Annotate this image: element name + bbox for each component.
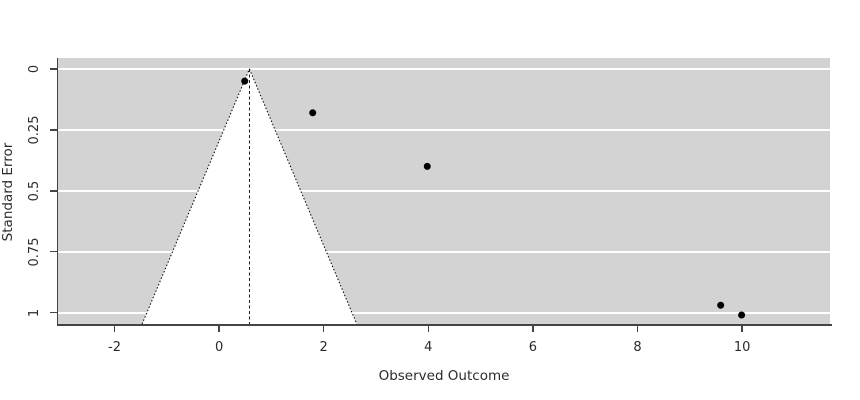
- gridline: [58, 67, 830, 70]
- y-tick-label: 1: [27, 308, 42, 317]
- y-tick-label: 0.5: [27, 180, 42, 202]
- plot-area: [58, 58, 830, 324]
- y-axis: 0 0.25 0.5 0.75 1: [0, 58, 58, 324]
- x-tick-label: 10: [733, 339, 751, 355]
- x-tick-label: 8: [633, 339, 642, 355]
- y-axis-title: Standard Error: [0, 142, 16, 242]
- gridline: [58, 128, 830, 131]
- x-tick-mark: [218, 325, 220, 332]
- gridline: [58, 189, 830, 192]
- x-tick-label: -2: [108, 339, 121, 355]
- y-tick-label: 0.25: [27, 115, 42, 145]
- x-tick-label: 0: [214, 339, 224, 355]
- x-tick-mark: [322, 325, 325, 332]
- y-tick-label: 0: [27, 64, 42, 74]
- y-tick-mark: [50, 129, 57, 131]
- gridline: [58, 311, 830, 314]
- funnel-border-right: [248, 68, 358, 324]
- y-tick-mark: [50, 311, 57, 314]
- x-tick-mark: [532, 325, 534, 332]
- funnel-border-left: [141, 68, 250, 324]
- y-tick-mark: [50, 190, 57, 192]
- y-tick-mark: [50, 250, 57, 253]
- data-point: [241, 77, 249, 85]
- y-axis-line: [56, 58, 58, 326]
- data-point: [309, 109, 317, 117]
- data-point: [717, 301, 725, 309]
- x-tick-mark: [636, 325, 639, 332]
- y-tick-mark: [50, 68, 57, 70]
- funnel-overlay: [141, 68, 746, 324]
- x-axis: -2 0 2 4 6 8 10: [58, 325, 830, 366]
- x-tick-label: 6: [528, 339, 538, 355]
- gridline: [58, 250, 830, 253]
- x-tick-mark: [427, 325, 430, 332]
- data-point: [738, 311, 746, 319]
- x-tick-label: 2: [319, 339, 328, 355]
- x-axis-line: [56, 324, 832, 326]
- x-tick-mark: [113, 325, 116, 332]
- data-point: [423, 162, 431, 170]
- x-tick-mark: [741, 325, 743, 332]
- x-axis-title: Observed Outcome: [378, 368, 510, 384]
- y-tick-label: 0.75: [27, 237, 42, 267]
- x-tick-label: 4: [424, 339, 433, 355]
